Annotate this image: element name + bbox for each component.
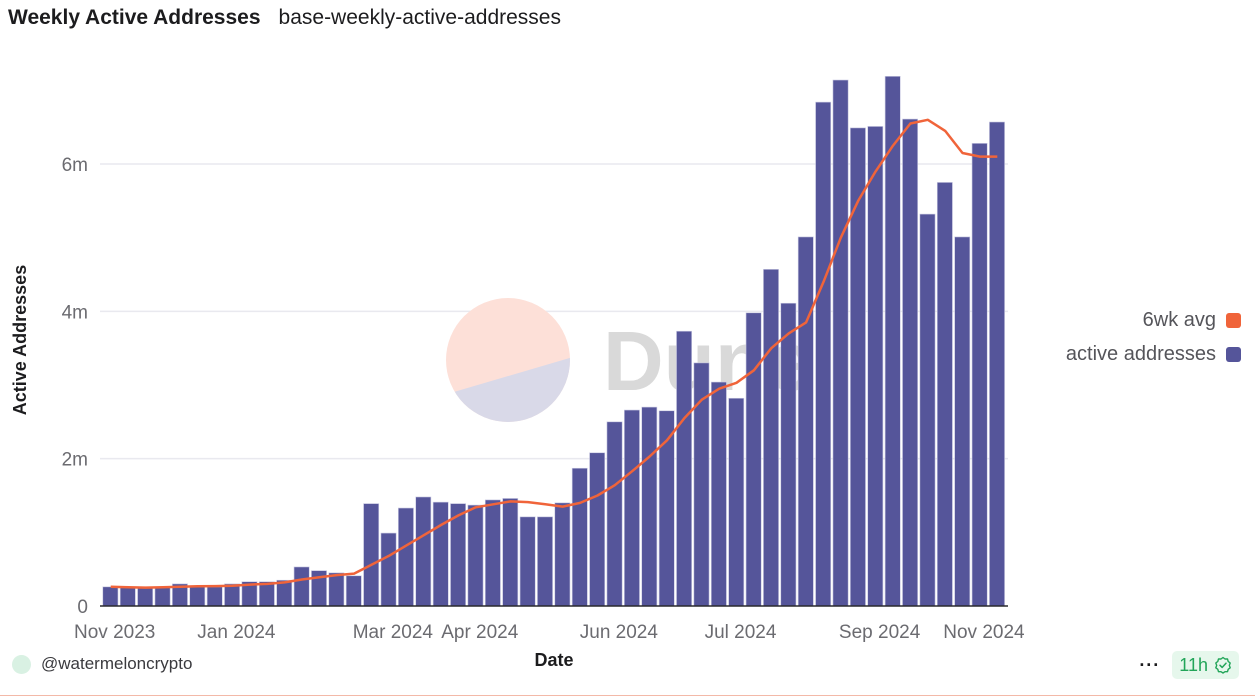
bar[interactable] <box>398 507 414 607</box>
x-tick-label: Nov 2024 <box>943 622 1025 643</box>
bar[interactable] <box>606 421 623 607</box>
bar[interactable] <box>502 498 519 607</box>
bar[interactable] <box>345 575 362 607</box>
legend-swatch-active-addresses <box>1226 346 1241 362</box>
bar[interactable] <box>224 583 240 607</box>
x-tick-label: Jul 2024 <box>705 622 777 643</box>
bar[interactable] <box>119 587 136 607</box>
bar[interactable] <box>919 213 936 607</box>
x-axis-ticks: Nov 2023 Jan 2024 Mar 2024 Apr 2024 Jun 2024… <box>74 622 1025 643</box>
bar[interactable] <box>206 586 223 607</box>
legend-item-avg[interactable]: 6wk avg <box>1066 303 1241 337</box>
bar[interactable] <box>832 79 849 607</box>
y-tick-label: 0 <box>77 597 88 618</box>
bar[interactable] <box>745 312 762 607</box>
bar[interactable] <box>710 381 727 607</box>
bar[interactable] <box>189 586 206 607</box>
bar[interactable] <box>328 572 345 607</box>
bottom-divider <box>0 695 1255 696</box>
bar[interactable] <box>867 126 884 607</box>
chart-title: Weekly Active Addresses <box>8 6 261 29</box>
footer-actions: ··· 11h <box>1139 651 1239 679</box>
bar[interactable] <box>728 397 745 607</box>
bar[interactable] <box>971 143 988 607</box>
bar[interactable] <box>154 587 171 607</box>
y-tick-label: 2m <box>62 450 88 471</box>
check-badge-icon <box>1215 656 1231 674</box>
chart-subtitle: base-weekly-active-addresses <box>278 6 561 29</box>
y-tick-label: 6m <box>62 155 88 176</box>
bar[interactable] <box>589 452 606 607</box>
bar[interactable] <box>102 586 119 607</box>
bar[interactable] <box>763 269 779 607</box>
bar[interactable] <box>537 516 553 607</box>
x-tick-label: Mar 2024 <box>353 622 434 643</box>
bar-series <box>102 76 1005 607</box>
x-tick-label: Jun 2024 <box>580 622 659 643</box>
x-tick-label: Nov 2023 <box>74 622 155 643</box>
freshness-text: 11h <box>1179 654 1208 675</box>
avg-line <box>110 118 998 589</box>
x-tick-label: Apr 2024 <box>441 622 519 643</box>
bar[interactable] <box>293 566 310 607</box>
legend-item-active-addresses[interactable]: active addresses <box>1066 337 1241 371</box>
bar[interactable] <box>641 406 658 607</box>
bar[interactable] <box>936 182 953 607</box>
x-axis-title: Date <box>534 650 573 670</box>
legend-swatch-avg <box>1226 312 1241 328</box>
bar[interactable] <box>797 236 814 607</box>
bar[interactable] <box>415 496 432 607</box>
bar[interactable] <box>467 504 484 607</box>
x-tick-label: Jan 2024 <box>197 622 276 643</box>
author-name: @watermeloncrypto <box>41 654 193 673</box>
bar[interactable] <box>363 503 380 607</box>
bar[interactable] <box>954 236 971 607</box>
legend: 6wk avg active addresses <box>1066 303 1241 371</box>
y-axis-ticks: 0 2m 4m 6m <box>62 155 88 618</box>
y-axis-title: Active Addresses <box>10 265 30 415</box>
bar[interactable] <box>780 302 797 607</box>
bar[interactable] <box>624 409 640 607</box>
bar[interactable] <box>519 516 536 607</box>
bar[interactable] <box>137 587 154 607</box>
bar[interactable] <box>989 121 1005 607</box>
x-tick-label: Sep 2024 <box>839 622 921 643</box>
avatar <box>12 654 31 674</box>
bar[interactable] <box>571 467 588 607</box>
bar[interactable] <box>484 499 501 607</box>
bar[interactable] <box>902 118 918 607</box>
y-tick-label: 4m <box>62 302 88 323</box>
bar[interactable] <box>815 101 832 607</box>
more-options-button[interactable]: ··· <box>1139 654 1161 675</box>
bar[interactable] <box>432 501 449 607</box>
bar[interactable] <box>380 532 397 607</box>
author-link[interactable]: @watermeloncrypto <box>12 654 192 674</box>
bar[interactable] <box>554 502 571 607</box>
chart-header: Weekly Active Addresses base-weekly-acti… <box>8 6 561 36</box>
bar[interactable] <box>676 330 692 607</box>
legend-label-active-addresses: active addresses <box>1065 342 1216 365</box>
legend-label-avg: 6wk avg <box>1142 308 1216 331</box>
freshness-badge[interactable]: 11h <box>1172 651 1239 679</box>
